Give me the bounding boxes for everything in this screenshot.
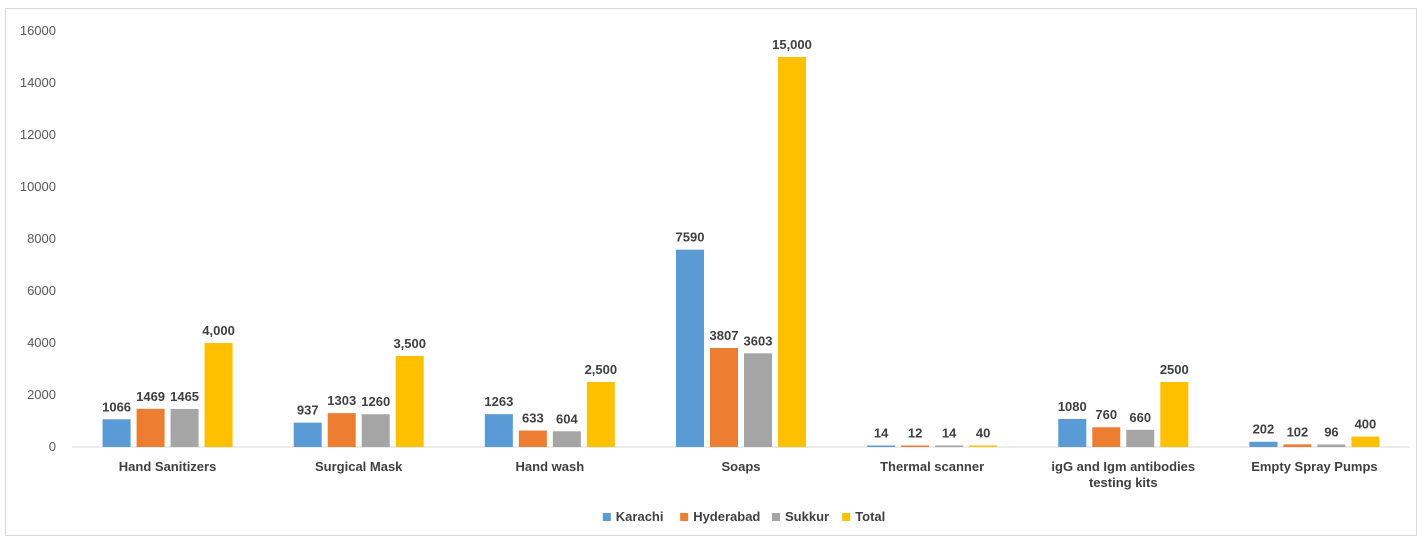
y-tick-label: 10000 — [20, 179, 56, 194]
y-tick-label: 0 — [49, 439, 56, 454]
bar-total-6 — [1351, 436, 1380, 447]
chart-frame — [5, 8, 1417, 536]
x-category-label: Hand Sanitizers — [119, 459, 217, 474]
legend: Karachi Hyderabad Sukkur Total — [602, 509, 885, 524]
data-label: 1469 — [136, 389, 165, 404]
y-tick-label: 4000 — [27, 335, 56, 350]
legend-label-hyderabad: Hyderabad — [693, 509, 760, 524]
data-label: 3,500 — [393, 336, 426, 351]
data-label: 1066 — [102, 399, 131, 414]
bar-karachi-3 — [676, 249, 704, 447]
y-tick-label: 12000 — [20, 127, 56, 142]
bar-hyderabad-4 — [901, 445, 930, 447]
data-label: 40 — [976, 426, 990, 441]
data-label: 12 — [908, 426, 922, 441]
data-label: 1465 — [170, 389, 199, 404]
data-label: 14 — [874, 426, 889, 441]
bar-hyderabad-3 — [710, 348, 738, 447]
legend-swatch-karachi — [602, 513, 611, 521]
data-label: 604 — [556, 411, 578, 426]
bar-total-5 — [1160, 382, 1189, 447]
bar-total-1 — [395, 356, 424, 447]
y-tick-label: 2000 — [27, 387, 56, 402]
bar-sukkur-2 — [552, 431, 581, 447]
data-label: 102 — [1287, 424, 1309, 439]
x-axis: Hand Sanitizers Surgical Mask Hand wash Soa… — [72, 446, 1410, 490]
bar-hyderabad-0 — [136, 408, 165, 447]
legend-label-total: Total — [855, 509, 885, 524]
y-tick-label: 16000 — [20, 23, 56, 38]
data-label: 3603 — [744, 333, 773, 348]
data-label: 1080 — [1058, 399, 1087, 414]
legend-swatch-sukkur — [772, 513, 780, 521]
bar-hyderabad-6 — [1283, 444, 1312, 447]
data-label: 660 — [1129, 410, 1151, 425]
data-label: 633 — [522, 411, 544, 426]
y-tick-label: 8000 — [27, 231, 56, 246]
bar-total-4 — [969, 445, 998, 447]
bar-hyderabad-2 — [518, 430, 547, 447]
data-label: 4,000 — [202, 323, 235, 338]
data-label: 1303 — [327, 393, 356, 408]
data-label: 2,500 — [585, 362, 618, 377]
legend-swatch-hyderabad — [680, 513, 689, 521]
data-label: 760 — [1095, 407, 1117, 422]
bar-karachi-1 — [293, 422, 322, 447]
bar-total-0 — [204, 343, 233, 447]
y-tick-label: 14000 — [20, 75, 56, 90]
bar-sukkur-4 — [935, 445, 964, 447]
bar-total-2 — [586, 382, 615, 447]
bar-sukkur-6 — [1317, 444, 1346, 447]
y-axis: 0 2000 4000 6000 8000 10000 12000 14000 16000 — [20, 23, 56, 454]
bar-karachi-6 — [1249, 441, 1278, 447]
x-category-label: Thermal scanner — [880, 459, 984, 474]
bar-total-3 — [778, 57, 806, 447]
bar-hyderabad-5 — [1092, 427, 1121, 447]
bar-karachi-0 — [102, 419, 131, 447]
data-label: 3807 — [710, 328, 739, 343]
data-labels: 1066 1469 1465 4,000 937 1303 1260 3,500 1263 633… — [102, 37, 1376, 441]
data-label: 2500 — [1160, 362, 1189, 377]
bar-sukkur-3 — [744, 353, 772, 447]
bar-hyderabad-1 — [327, 413, 356, 447]
data-label: 1263 — [484, 394, 513, 409]
data-label: 202 — [1253, 422, 1275, 437]
bar-sukkur-0 — [170, 408, 199, 447]
bar-karachi-2 — [484, 414, 513, 447]
bar-sukkur-1 — [361, 414, 390, 447]
legend-swatch-total — [842, 513, 851, 521]
data-label: 7590 — [676, 230, 705, 245]
bar-sukkur-5 — [1126, 429, 1155, 447]
legend-label-sukkur: Sukkur — [785, 509, 829, 524]
x-category-label: Hand wash — [516, 459, 585, 474]
bar-karachi-5 — [1058, 418, 1087, 447]
bar-karachi-4 — [867, 445, 896, 447]
x-category-label: Empty Spray Pumps — [1251, 459, 1377, 474]
y-tick-label: 6000 — [27, 283, 56, 298]
x-category-label: testing kits — [1089, 475, 1158, 490]
data-label: 937 — [297, 403, 319, 418]
x-category-label: igG and Igm antibodies — [1051, 459, 1195, 474]
data-label: 15,000 — [772, 37, 812, 52]
data-label: 14 — [942, 426, 957, 441]
data-label: 400 — [1355, 417, 1377, 432]
bars — [102, 57, 1380, 447]
legend-label-karachi: Karachi — [616, 509, 664, 524]
data-label: 96 — [1324, 425, 1338, 440]
data-label: 1260 — [361, 394, 390, 409]
x-category-label: Surgical Mask — [315, 459, 403, 474]
x-category-label: Soaps — [721, 459, 760, 474]
